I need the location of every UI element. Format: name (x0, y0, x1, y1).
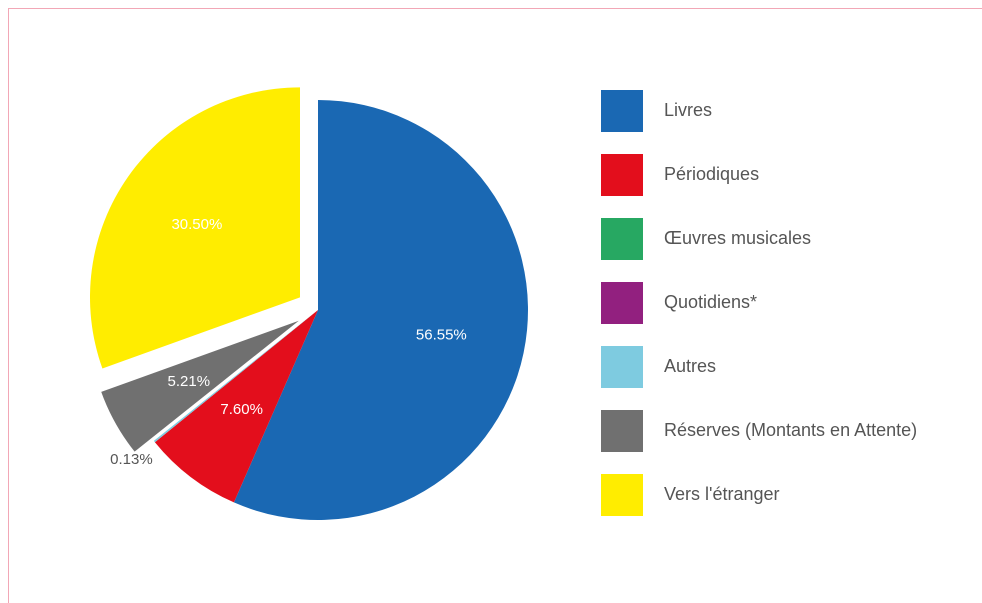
legend-swatch (601, 154, 643, 196)
pie-slice (153, 310, 318, 443)
slice-label: 0.13% (110, 451, 153, 468)
pie-slice (154, 310, 318, 503)
slice-label: 7.60% (220, 401, 263, 418)
legend-swatch (601, 346, 643, 388)
legend-swatch (601, 410, 643, 452)
legend-swatch (601, 474, 643, 516)
legend-label: Œuvres musicales (664, 228, 811, 248)
slice-label: 56.55% (416, 327, 467, 344)
legend-label: Autres (664, 356, 716, 376)
pie-slice (101, 320, 299, 452)
frame (8, 8, 982, 603)
legend-label: Vers l'étranger (664, 484, 780, 504)
legend-swatch (601, 282, 643, 324)
slice-label: 5.21% (168, 373, 211, 390)
pie-slice (233, 100, 529, 520)
legend-label: Quotidiens* (664, 292, 757, 312)
legend-label: Livres (664, 100, 712, 120)
slice-label: 30.50% (171, 216, 222, 233)
legend-label: Réserves (Montants en Attente) (664, 420, 917, 440)
pie-slice (89, 87, 300, 369)
legend-label: Périodiques (664, 164, 759, 184)
legend-swatch (601, 90, 643, 132)
legend-swatch (601, 218, 643, 260)
